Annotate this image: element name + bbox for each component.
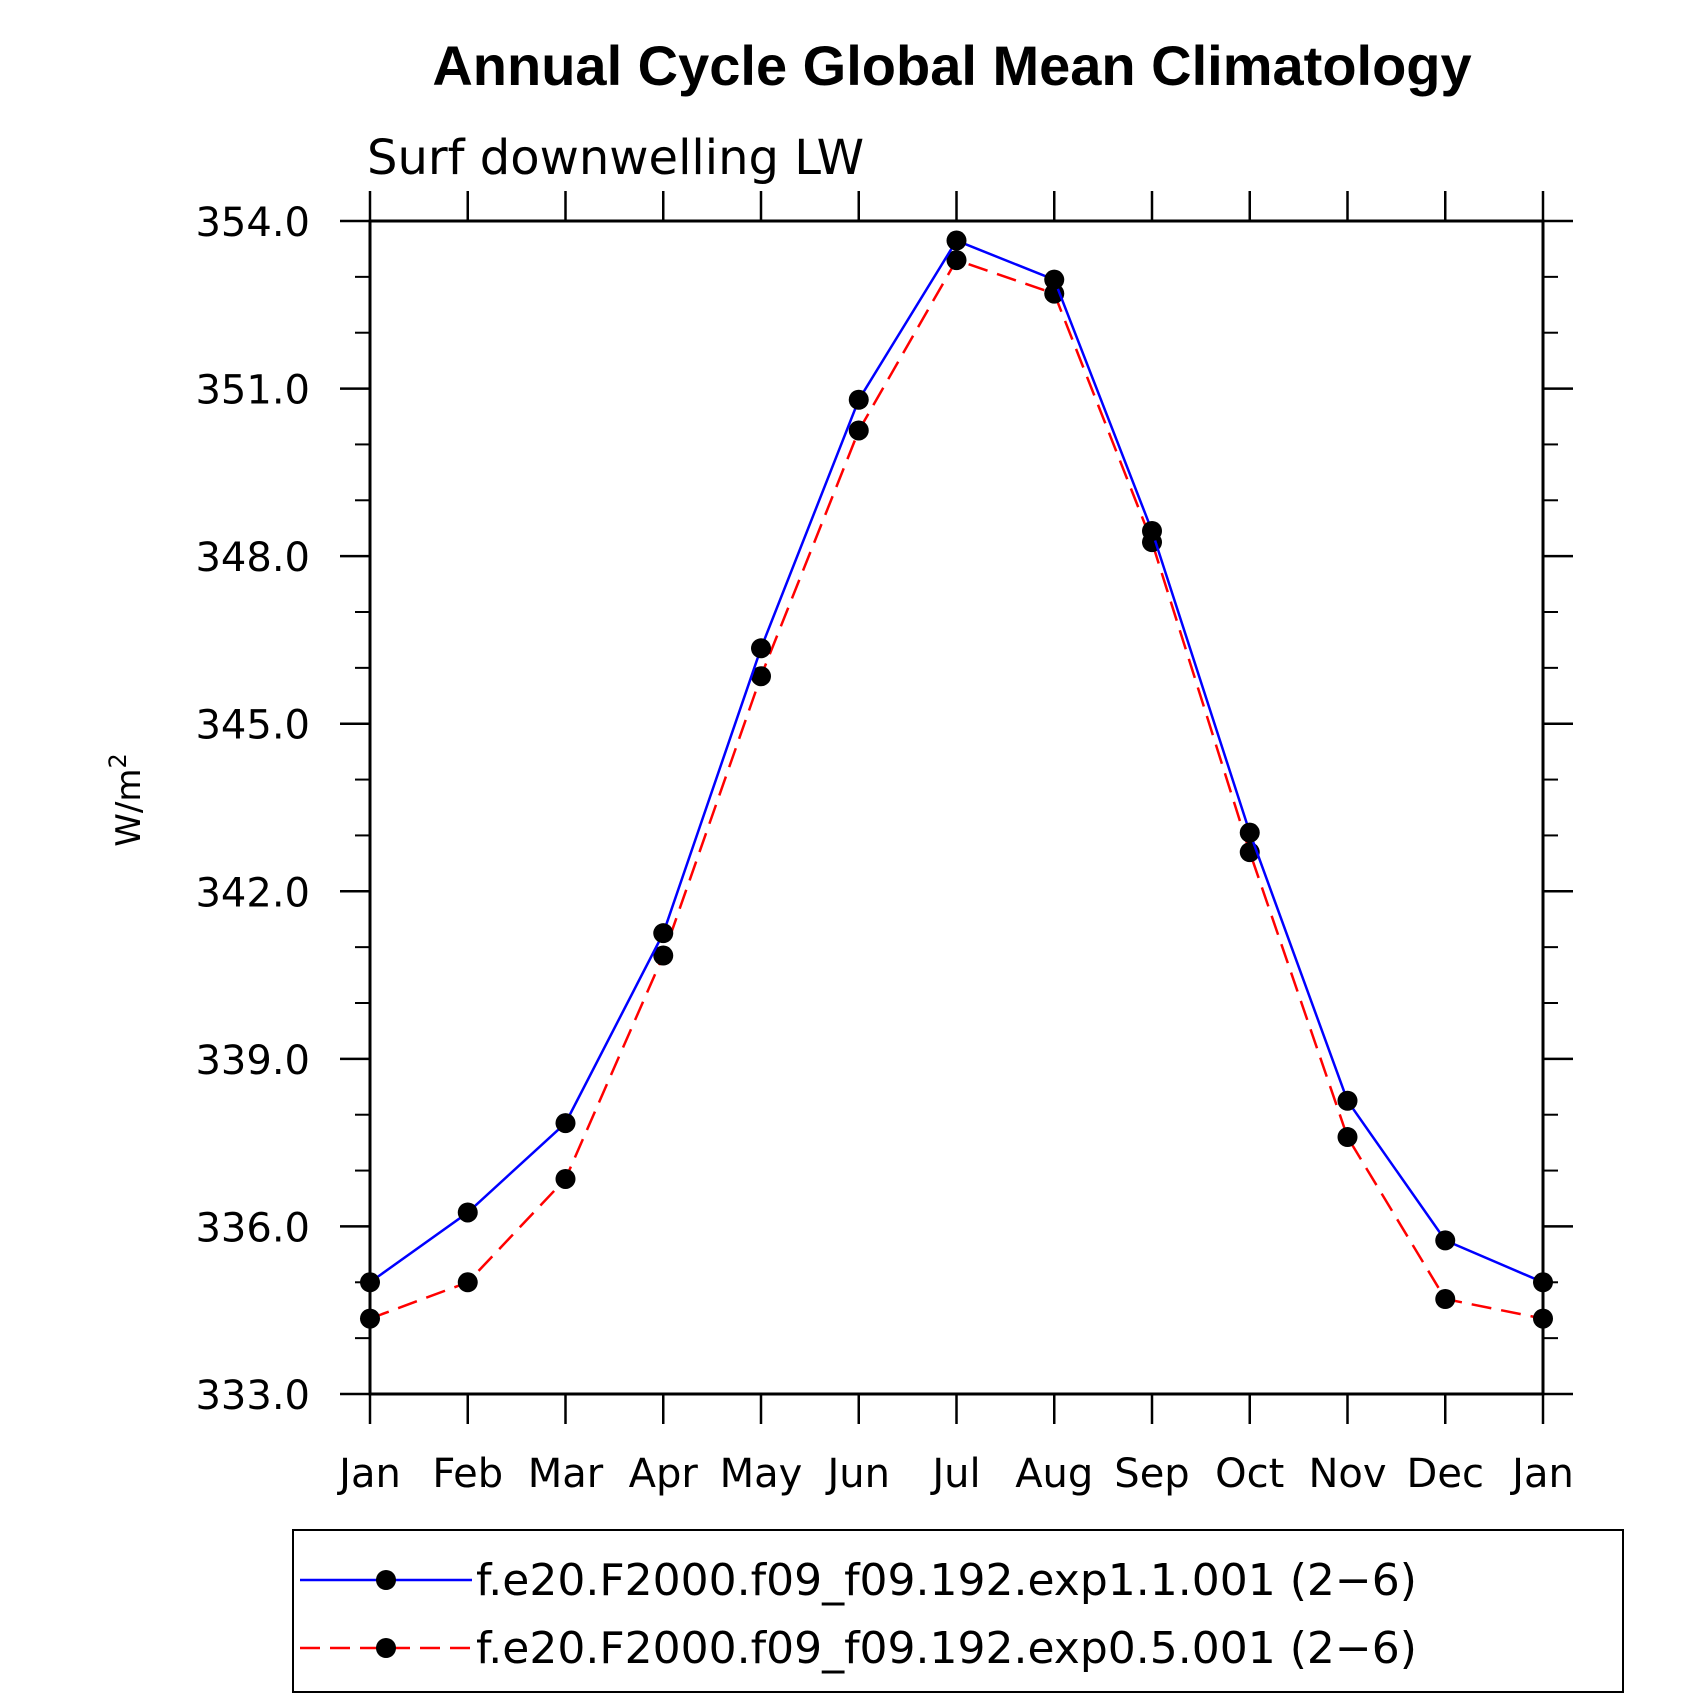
y-axis-label-text: W/m <box>109 769 149 847</box>
y-tick-label: 333.0 <box>195 1373 310 1419</box>
series-1-point <box>555 1113 576 1134</box>
series-line-2 <box>369 258 1544 1320</box>
y-tick-label: 345.0 <box>195 703 310 749</box>
legend-box <box>292 1529 1624 1693</box>
series-2-point <box>751 666 771 687</box>
legend-marker-2 <box>376 1638 396 1658</box>
x-tick-label: Jul <box>929 1451 980 1497</box>
y-axis-label: W/m2 <box>104 753 149 846</box>
series-2-point <box>457 1272 478 1293</box>
x-tick-label: Nov <box>1308 1451 1386 1497</box>
x-tick-label: Dec <box>1407 1451 1484 1497</box>
x-tick-label: Jan <box>1509 1451 1574 1497</box>
series-2-point <box>1435 1289 1456 1310</box>
y-tick-label: 351.0 <box>195 368 310 414</box>
series-2-point <box>555 1168 576 1189</box>
legend-marker-1 <box>376 1570 396 1590</box>
y-tick-label: 336.0 <box>195 1205 310 1251</box>
legend: f.e20.F2000.f09_f09.192.exp1.1.001 (2−6)… <box>292 1529 1624 1693</box>
series-1-point <box>1044 269 1065 290</box>
series-2-point <box>946 250 967 271</box>
chart-title: Annual Cycle Global Mean Climatology <box>432 34 1471 97</box>
y-tick-label: 342.0 <box>195 870 310 916</box>
x-tick-label: Aug <box>1015 1451 1093 1497</box>
x-tick-label: May <box>720 1451 803 1497</box>
x-tick-label: Feb <box>432 1451 503 1497</box>
series-1-point <box>1435 1230 1456 1251</box>
x-tick-label: Jun <box>825 1451 891 1497</box>
y-tick-label: 339.0 <box>195 1038 310 1084</box>
series-line-1 <box>369 239 1544 1284</box>
series-1-point <box>1337 1090 1358 1111</box>
chart-subtitle: Surf downwelling LW <box>367 130 864 186</box>
series-1-point <box>946 230 967 251</box>
series-2-point <box>653 945 674 966</box>
x-tick-label: Apr <box>629 1451 699 1497</box>
series-1-point <box>457 1202 478 1223</box>
y-tick-label: 348.0 <box>195 535 310 581</box>
axis-ticks: 354.0 351.0 348.0 345.0 342.0 339.0 336.0 333.0… <box>195 191 1574 1497</box>
x-tick-label: Sep <box>1114 1451 1189 1497</box>
series-2-point <box>1044 283 1065 304</box>
series-2-point <box>848 420 869 441</box>
series-layer <box>360 230 1553 1329</box>
series-1-point <box>751 638 771 659</box>
x-tick-label: Jan <box>336 1451 401 1497</box>
series-1-point <box>848 389 869 410</box>
x-tick-label: Oct <box>1215 1451 1284 1497</box>
x-tick-label: Mar <box>528 1451 604 1497</box>
y-axis-label-superscript: 2 <box>104 753 132 768</box>
series-1-point <box>1142 521 1162 542</box>
series-1-point <box>1239 822 1260 843</box>
plot-frame <box>368 219 1545 1396</box>
y-tick-label: 354.0 <box>195 200 310 246</box>
series-2-point <box>1337 1127 1358 1148</box>
legend-label-2: f.e20.F2000.f09_f09.192.exp0.5.001 (2−6) <box>476 1623 1417 1674</box>
legend-label-1: f.e20.F2000.f09_f09.192.exp1.1.001 (2−6) <box>476 1555 1417 1606</box>
series-1-point <box>653 923 674 944</box>
